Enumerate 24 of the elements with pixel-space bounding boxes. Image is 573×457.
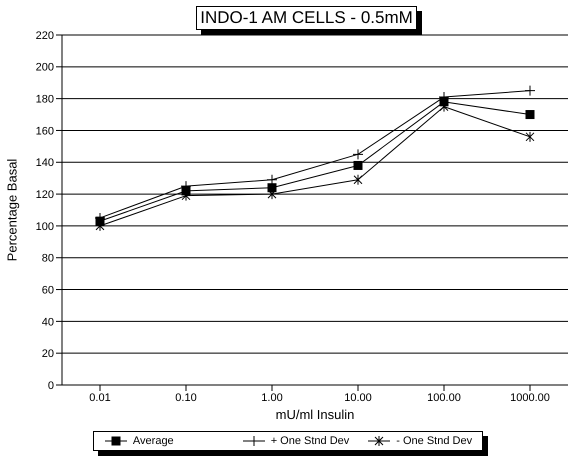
y-tick-label: 20: [42, 348, 54, 360]
y-tick-label: 180: [36, 94, 54, 106]
x-tick-label: 0.10: [175, 392, 197, 404]
y-tick-label: 120: [36, 188, 54, 201]
y-tick-label: 220: [36, 30, 54, 42]
x-tick-label: 100.00: [427, 392, 461, 404]
y-tick-label: 160: [36, 125, 54, 138]
y-tick-label: 0: [48, 380, 54, 392]
y-tick-label: 40: [42, 316, 54, 328]
y-tick-label: 200: [36, 62, 54, 74]
y-tick-label: 100: [36, 220, 54, 233]
x-tick-label: 1000.00: [510, 392, 550, 404]
x-tick-label: 1.00: [261, 392, 283, 404]
legend-label: Average: [132, 435, 174, 447]
x-axis-title: mU/ml Insulin: [276, 407, 354, 422]
y-tick-label: 80: [42, 252, 54, 265]
x-tick-label: 0.01: [89, 392, 111, 404]
legend-label: - One Stnd Dev: [396, 435, 472, 447]
y-tick-label: 140: [36, 157, 54, 170]
x-tick-label: 10.00: [344, 392, 372, 404]
legend-label: + One Stnd Dev: [270, 435, 350, 447]
chart-title: INDO-1 AM CELLS - 0.5mM: [196, 6, 417, 30]
y-axis-title: Percentage Basal: [4, 158, 20, 262]
y-tick-label: 60: [42, 284, 54, 296]
